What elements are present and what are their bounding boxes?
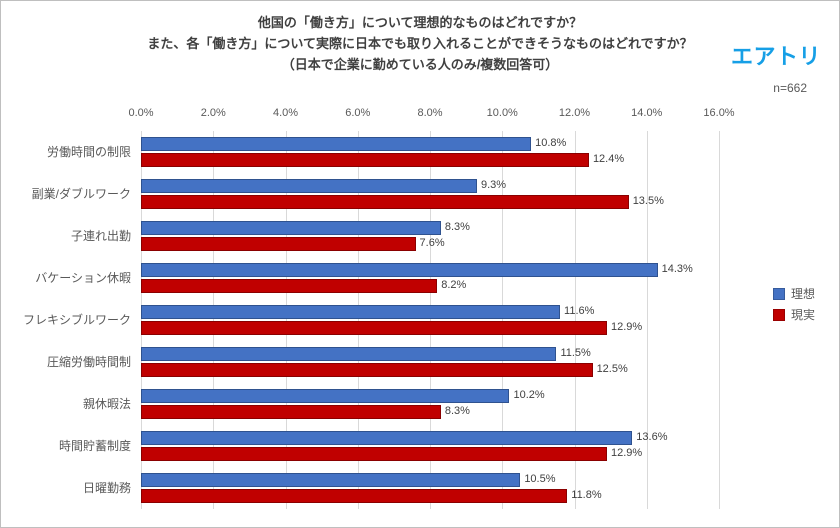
category-label: バケーション休暇 xyxy=(1,271,131,285)
bar-real xyxy=(141,279,437,293)
x-axis-tick-label: 12.0% xyxy=(559,107,590,119)
bar-value-label: 8.3% xyxy=(445,405,470,417)
bar-real xyxy=(141,405,441,419)
bar-value-label: 11.5% xyxy=(560,347,590,359)
bar-value-label: 13.6% xyxy=(636,431,667,443)
bar-ideal xyxy=(141,305,560,319)
bar-ideal xyxy=(141,137,531,151)
bar-ideal xyxy=(141,263,658,277)
bar-ideal xyxy=(141,389,509,403)
bar-value-label: 10.2% xyxy=(513,389,544,401)
category-label: 子連れ出勤 xyxy=(1,229,131,243)
bar-value-label: 12.5% xyxy=(597,363,628,375)
legend-label-real: 現実 xyxy=(791,306,815,323)
bar-value-label: 7.6% xyxy=(420,237,445,249)
x-axis-tick-label: 10.0% xyxy=(487,107,518,119)
bar-value-label: 10.8% xyxy=(535,137,566,149)
x-axis-tick-label: 6.0% xyxy=(345,107,370,119)
bar-value-label: 8.2% xyxy=(441,279,466,291)
category-label: 労働時間の制限 xyxy=(1,145,131,159)
category-label: 親休暇法 xyxy=(1,397,131,411)
bar-ideal xyxy=(141,473,520,487)
title-line-3: （日本で企業に勤めている人のみ/複数回答可） xyxy=(1,55,839,76)
bar-value-label: 11.8% xyxy=(571,489,601,501)
category-label: 日曜勤務 xyxy=(1,481,131,495)
bar-real xyxy=(141,153,589,167)
chart-frame: 他国の「働き方」について理想的なものはどれですか？ また、各「働き方」について実… xyxy=(0,0,840,528)
plot-area: 0.0%2.0%4.0%6.0%8.0%10.0%12.0%14.0%16.0%… xyxy=(141,131,719,509)
gridline xyxy=(719,131,720,509)
bar-value-label: 13.5% xyxy=(633,195,664,207)
bar-real xyxy=(141,237,416,251)
title-line-1: 他国の「働き方」について理想的なものはどれですか？ xyxy=(1,13,839,34)
bar-value-label: 10.5% xyxy=(524,473,555,485)
bar-value-label: 14.3% xyxy=(662,263,693,275)
sample-size-label: n=662 xyxy=(773,81,807,95)
bar-value-label: 11.6% xyxy=(564,305,594,317)
x-axis-tick-label: 16.0% xyxy=(703,107,734,119)
bar-real xyxy=(141,363,593,377)
legend-swatch-ideal xyxy=(773,288,785,300)
legend-swatch-real xyxy=(773,309,785,321)
category-label: 副業/ダブルワーク xyxy=(1,187,131,201)
bar-value-label: 12.4% xyxy=(593,153,624,165)
bar-value-label: 12.9% xyxy=(611,447,642,459)
chart-title-block: 他国の「働き方」について理想的なものはどれですか？ また、各「働き方」について実… xyxy=(1,13,839,75)
bar-ideal xyxy=(141,221,441,235)
bar-ideal xyxy=(141,179,477,193)
legend-item-real: 現実 xyxy=(773,306,815,323)
gridline xyxy=(647,131,648,509)
bar-real xyxy=(141,489,567,503)
category-label: 時間貯蓄制度 xyxy=(1,439,131,453)
bar-real xyxy=(141,321,607,335)
x-axis-tick-label: 2.0% xyxy=(201,107,226,119)
x-axis-tick-label: 14.0% xyxy=(631,107,662,119)
x-axis-tick-label: 8.0% xyxy=(417,107,442,119)
legend-label-ideal: 理想 xyxy=(791,285,815,302)
bar-ideal xyxy=(141,431,632,445)
x-axis-tick-label: 4.0% xyxy=(273,107,298,119)
category-label: フレキシブルワーク xyxy=(1,313,131,327)
bar-real xyxy=(141,447,607,461)
x-axis-tick-label: 0.0% xyxy=(128,107,153,119)
bar-value-label: 12.9% xyxy=(611,321,642,333)
bar-value-label: 9.3% xyxy=(481,179,506,191)
legend-item-ideal: 理想 xyxy=(773,285,815,302)
title-line-2: また、各「働き方」について実際に日本でも取り入れることができそうなものはどれです… xyxy=(1,34,839,55)
category-label: 圧縮労働時間制 xyxy=(1,355,131,369)
brand-logo: エアトリ xyxy=(731,39,821,71)
bar-real xyxy=(141,195,629,209)
legend: 理想 現実 xyxy=(773,281,815,327)
bar-ideal xyxy=(141,347,556,361)
bar-value-label: 8.3% xyxy=(445,221,470,233)
